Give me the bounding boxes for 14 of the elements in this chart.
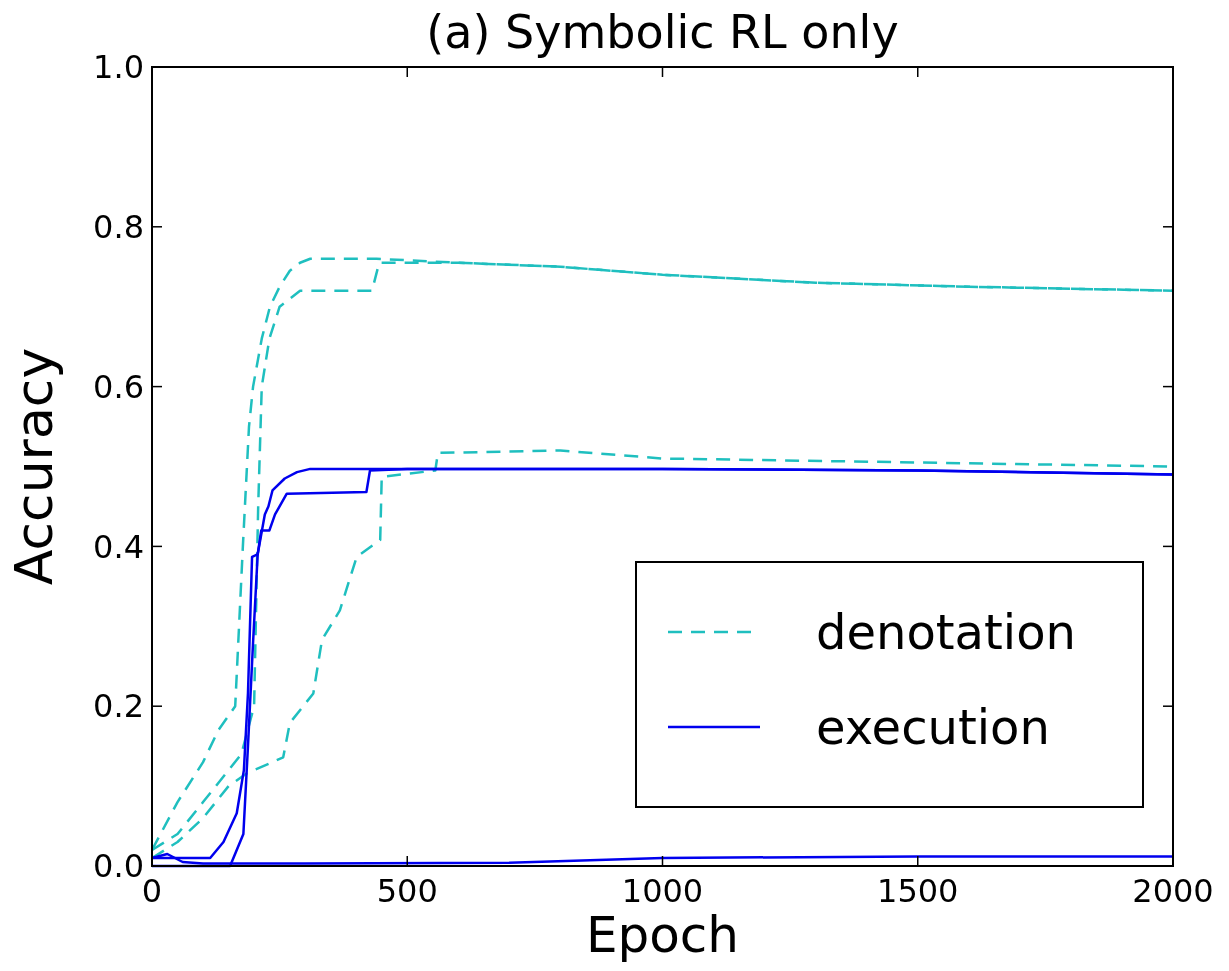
legend-label: execution bbox=[816, 698, 1050, 755]
y-tick-label: 0.4 bbox=[93, 527, 144, 566]
chart-title: (a) Symbolic RL only bbox=[426, 5, 899, 59]
x-tick-label: 500 bbox=[376, 872, 438, 910]
x-tick-label: 2000 bbox=[1132, 872, 1214, 910]
x-tick-label: 0 bbox=[141, 872, 163, 910]
y-tick-label: 0.2 bbox=[93, 687, 144, 726]
y-tick-label: 1.0 bbox=[93, 48, 144, 87]
y-axis-title: Accuracy bbox=[4, 347, 64, 586]
y-tick-label: 0.0 bbox=[93, 847, 144, 886]
y-tick-label: 0.8 bbox=[93, 208, 144, 246]
legend-label: denotation bbox=[816, 603, 1076, 660]
x-tick-label: 1500 bbox=[877, 872, 959, 910]
y-tick-label: 0.6 bbox=[93, 367, 144, 406]
